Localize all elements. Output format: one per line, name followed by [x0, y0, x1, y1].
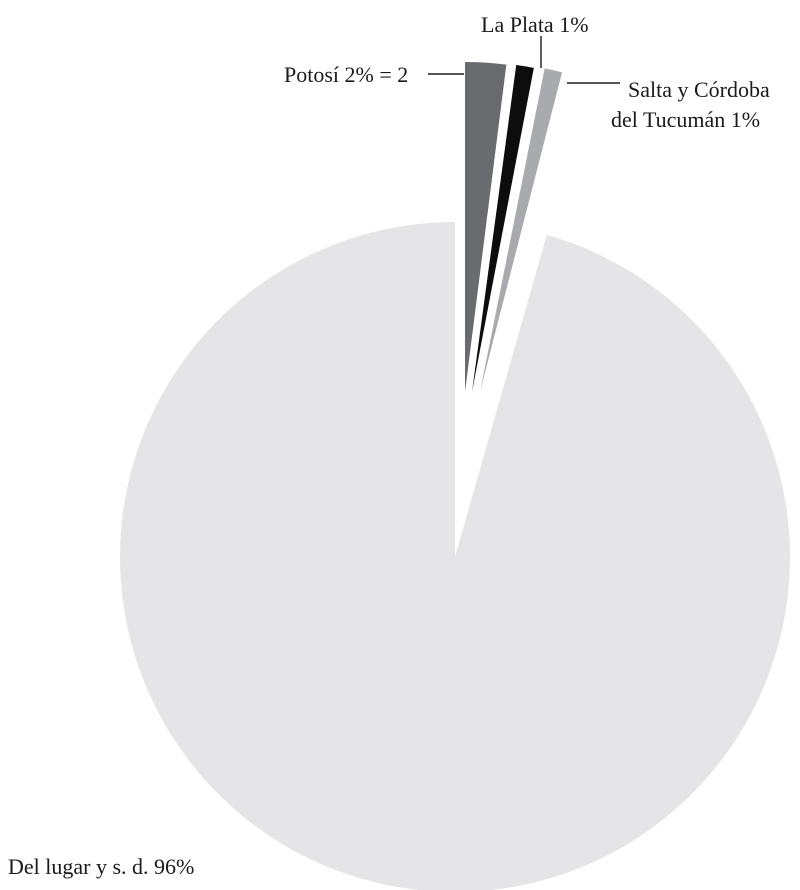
pie-slice-potosi: [465, 62, 507, 392]
label-potosi: Potosí 2% = 2: [284, 62, 408, 87]
label-del-lugar: Del lugar y s. d. 96%: [8, 854, 194, 879]
label-salta-cordoba-line1: Salta y Córdoba: [628, 77, 770, 102]
pie-slice-salta-cordoba: [480, 68, 563, 393]
label-salta-cordoba-line2: del Tucumán 1%: [611, 107, 760, 132]
label-la-plata: La Plata 1%: [481, 12, 589, 37]
pie-slice-la-plata: [472, 64, 534, 392]
pie-slice-del-lugar: [120, 222, 790, 890]
